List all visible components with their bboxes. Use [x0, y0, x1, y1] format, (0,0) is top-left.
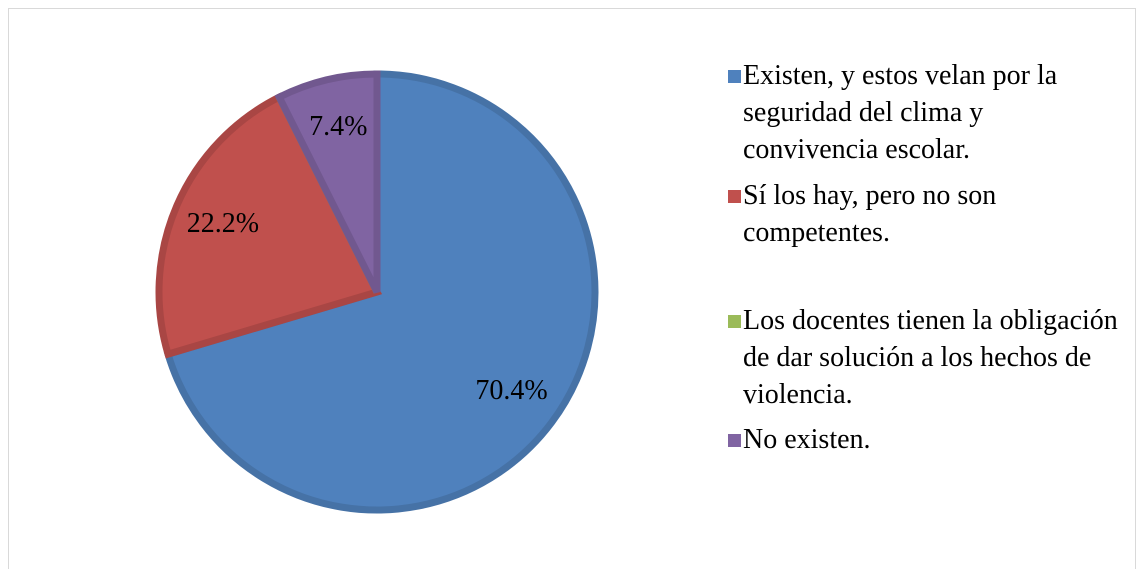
legend-item: Los docentes tienen la obligación de dar… [728, 302, 1123, 413]
legend-item: Sí los hay, pero no son competentes. [728, 177, 1123, 251]
pie-slice [155, 92, 383, 359]
legend-label: Los docentes tienen la obligación de dar… [743, 305, 1118, 410]
data-label: 70.4% [475, 375, 547, 406]
legend-label: No existen. [743, 424, 871, 455]
legend-label: Existen, y estos velan por la seguridad … [743, 60, 1058, 165]
legend-swatch [728, 190, 741, 203]
chart-frame [8, 8, 1136, 569]
legend-label: Sí los hay, pero no son competentes. [743, 180, 997, 248]
data-label: 22.2% [187, 208, 259, 239]
legend-swatch [728, 434, 741, 447]
legend-swatch [728, 315, 741, 328]
legend-swatch [728, 70, 741, 83]
legend-item: Existen, y estos velan por la seguridad … [728, 57, 1123, 168]
data-label: 7.4% [309, 111, 367, 142]
pie-slice [274, 70, 381, 294]
pie-slice [163, 70, 599, 514]
legend-item: No existen. [728, 421, 1123, 458]
